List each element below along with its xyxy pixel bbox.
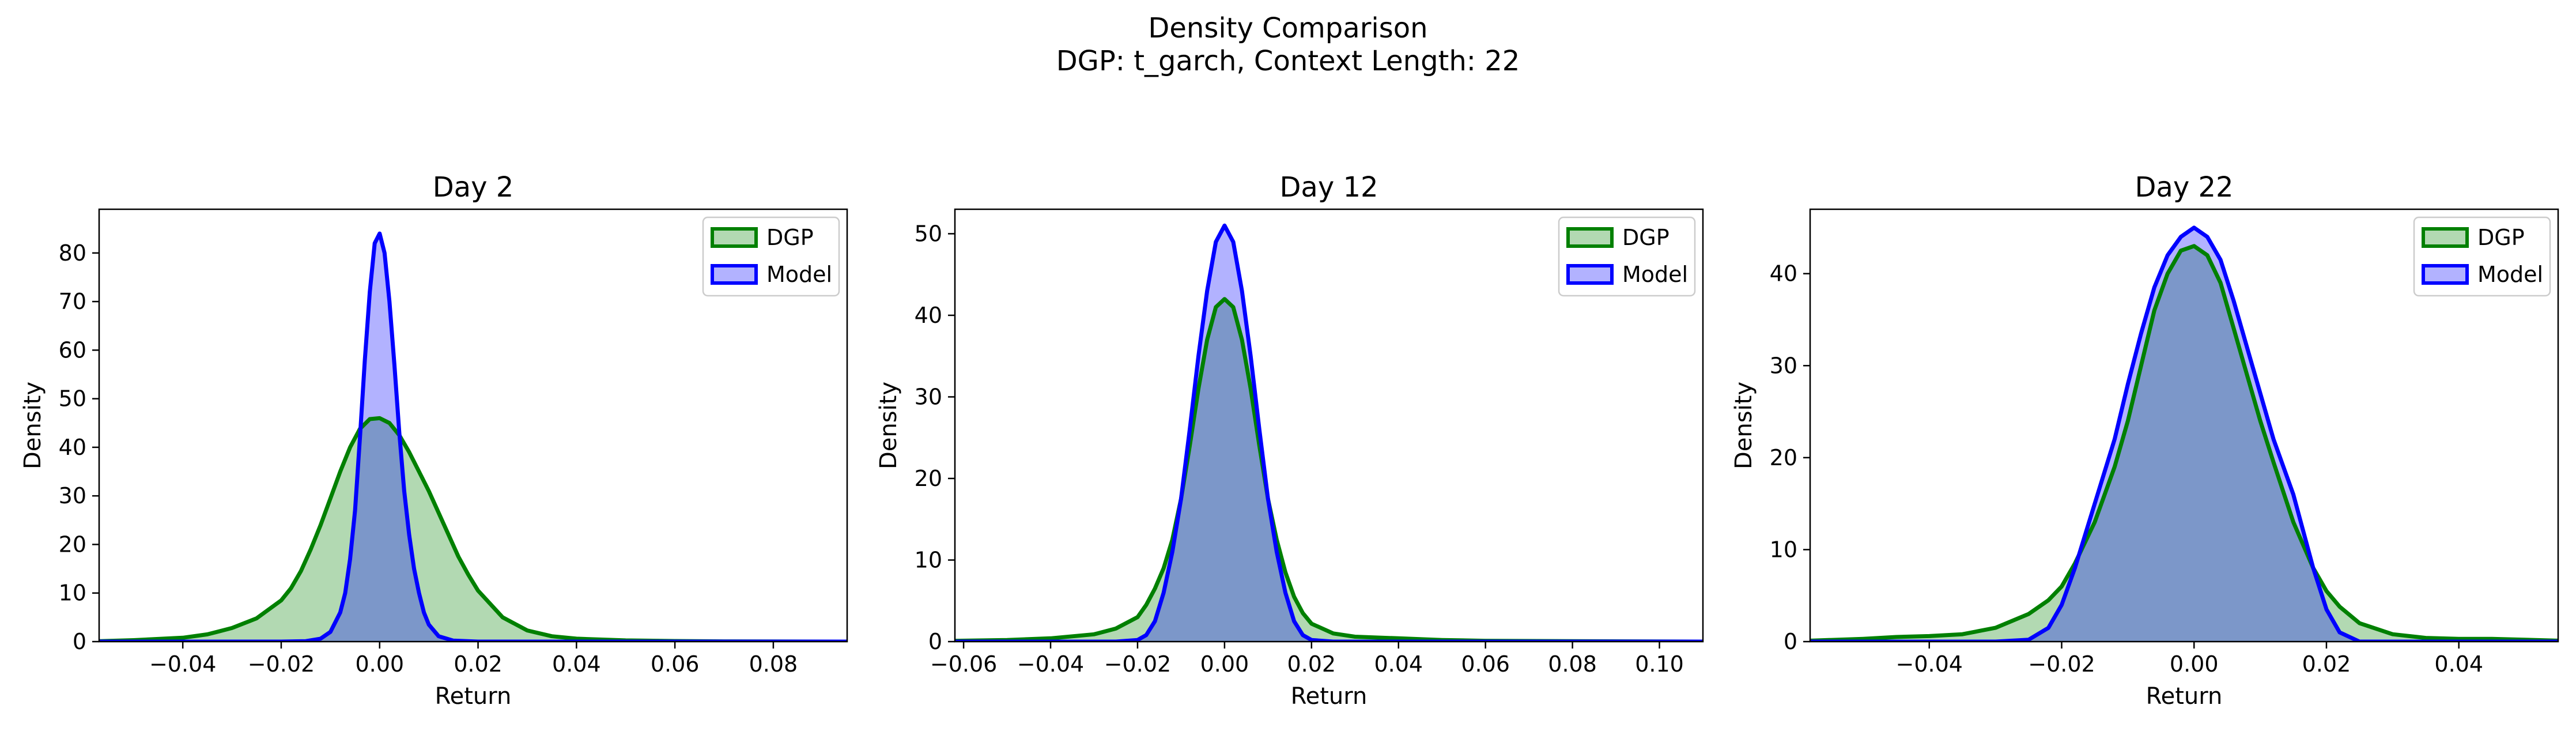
legend-swatch-model xyxy=(1566,264,1614,285)
y-tick-label: 10 xyxy=(915,547,942,572)
y-tick-label: 30 xyxy=(915,384,942,409)
axes-frame xyxy=(954,208,1704,643)
x-axis-label: Return xyxy=(435,683,512,710)
legend-swatch-model xyxy=(2422,264,2469,285)
plot-area xyxy=(1810,225,2558,642)
x-tick-label: −0.04 xyxy=(1017,651,1084,677)
x-tick-label: 0.10 xyxy=(1635,651,1684,677)
subplot-title: Day 22 xyxy=(2135,171,2233,203)
legend-box xyxy=(702,216,840,297)
y-axis-label: Density xyxy=(1731,382,1757,469)
y-tick-label: 40 xyxy=(1770,261,1797,287)
y-tick-label: 40 xyxy=(915,303,942,328)
x-tick-label: 0.02 xyxy=(2302,651,2351,677)
y-tick-label: 30 xyxy=(1770,353,1797,378)
x-tick-label: 0.02 xyxy=(1287,651,1336,677)
figure-title-line2: DGP: t_garch, Context Length: 22 xyxy=(1056,45,1520,77)
axes-frame xyxy=(1809,208,2559,643)
model-density-line xyxy=(99,231,847,642)
subplot-3: −0.04 −0.02 0.00 0.02 0.04 0 10 20 30 40 Day 22 Ret… xyxy=(1731,171,2559,710)
y-tick-label: 0 xyxy=(73,629,86,654)
subplot-panels: −0.04 −0.02 0.00 0.02 0.04 0.06 0.08 0 10 20 30 40 5… xyxy=(20,171,2559,710)
y-tick-label: 20 xyxy=(1770,445,1797,470)
x-tick-label: 0.04 xyxy=(2434,651,2483,677)
dgp-density-line xyxy=(99,416,847,642)
x-tick-label: 0.06 xyxy=(651,651,700,677)
legend-box xyxy=(2413,216,2551,297)
subplot-title: Day 12 xyxy=(1279,171,1378,203)
dgp-density-line xyxy=(955,297,1703,642)
plot-area xyxy=(99,231,847,642)
legend-swatch-dgp xyxy=(1566,227,1614,248)
x-axis-label: Return xyxy=(2146,683,2223,710)
legend: DGP Model xyxy=(702,216,840,297)
x-tick-label: 0.00 xyxy=(355,651,404,677)
x-tick-label: 0.08 xyxy=(1548,651,1597,677)
x-tick-label: 0.02 xyxy=(454,651,503,677)
y-tick-label: 10 xyxy=(1770,537,1797,562)
y-axis-label: Density xyxy=(875,382,902,469)
x-tick-label: −0.02 xyxy=(2028,651,2095,677)
y-tick-label: 30 xyxy=(59,483,86,508)
subplot-title: Day 2 xyxy=(433,171,514,203)
y-tick-label: 50 xyxy=(59,386,86,412)
plot-area xyxy=(955,223,1703,642)
legend-swatch-model xyxy=(711,264,758,285)
legend-label-dgp: DGP xyxy=(766,225,814,250)
y-tick-label: 0 xyxy=(1784,629,1797,654)
x-tick-label: 0.08 xyxy=(749,651,798,677)
legend: DGP Model xyxy=(1558,216,1696,297)
legend-label-dgp: DGP xyxy=(2477,225,2525,250)
dgp-density-area xyxy=(1810,246,2558,642)
x-axis-label: Return xyxy=(1291,683,1368,710)
x-tick-label: −0.02 xyxy=(248,651,315,677)
y-tick-label: 0 xyxy=(928,629,942,654)
y-tick-label: 20 xyxy=(59,532,86,557)
x-tick-label: 0.00 xyxy=(1200,651,1249,677)
legend-label-model: Model xyxy=(766,262,832,287)
x-tick-label: −0.04 xyxy=(149,651,216,677)
model-density-area xyxy=(1810,227,2558,642)
x-tick-label: −0.02 xyxy=(1104,651,1171,677)
y-tick-label: 20 xyxy=(915,466,942,491)
subplot-2: −0.06 −0.04 −0.02 0.00 0.02 0.04 0.06 0.08 0.10 0… xyxy=(875,171,1704,710)
axes-frame xyxy=(98,208,848,643)
figure-title-line1: Density Comparison xyxy=(1148,12,1427,44)
legend-swatch-dgp xyxy=(711,227,758,248)
legend-swatch-dgp xyxy=(2422,227,2469,248)
y-tick-label: 40 xyxy=(59,435,86,460)
model-density-line xyxy=(955,223,1703,642)
y-tick-label: 10 xyxy=(59,581,86,606)
dgp-density-line xyxy=(1810,244,2558,642)
y-tick-label: 60 xyxy=(59,337,86,363)
legend: DGP Model xyxy=(2413,216,2551,297)
legend-label-model: Model xyxy=(2477,262,2543,287)
legend-label-model: Model xyxy=(1622,262,1688,287)
y-tick-label: 80 xyxy=(59,240,86,266)
subplot-1: −0.04 −0.02 0.00 0.02 0.04 0.06 0.08 0 10 20 30 40 5… xyxy=(20,171,848,710)
x-tick-label: 0.00 xyxy=(2170,651,2219,677)
x-tick-label: 0.04 xyxy=(1374,651,1423,677)
model-density-line xyxy=(1810,225,2558,642)
x-tick-label: 0.04 xyxy=(552,651,601,677)
y-tick-label: 50 xyxy=(915,221,942,246)
dgp-density-area xyxy=(99,418,847,642)
legend-box xyxy=(1558,216,1696,297)
y-axis-label: Density xyxy=(20,382,46,469)
x-tick-label: −0.04 xyxy=(1896,651,1963,677)
y-tick-label: 70 xyxy=(59,289,86,314)
legend-label-dgp: DGP xyxy=(1622,225,1670,250)
x-tick-label: 0.06 xyxy=(1461,651,1510,677)
x-tick-label: −0.06 xyxy=(930,651,997,677)
